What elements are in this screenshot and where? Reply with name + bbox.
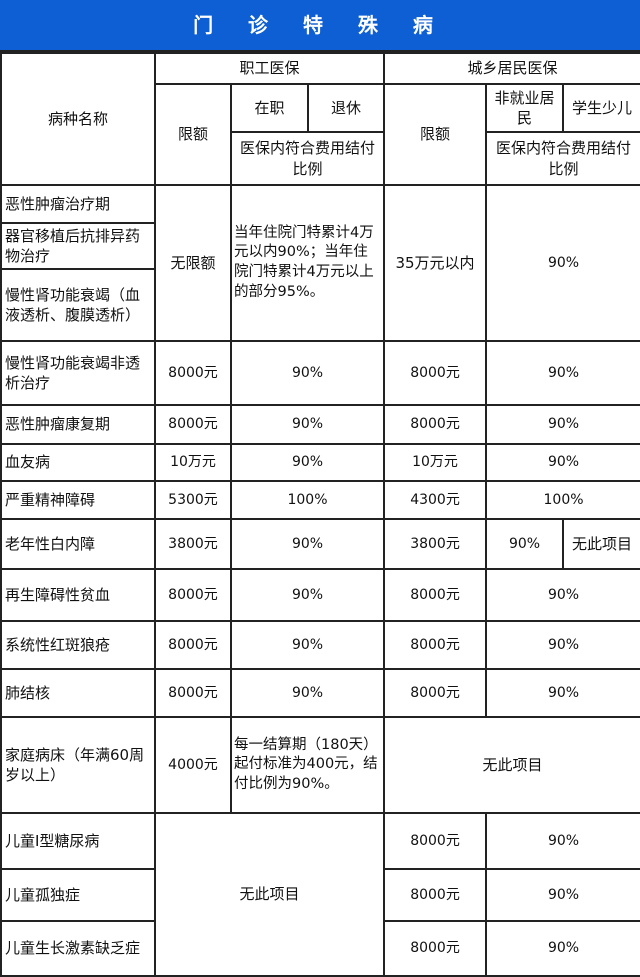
res-ratio-student: 无此项目: [562, 518, 640, 570]
res-limit: 8000元: [383, 340, 488, 406]
res-ratio: 90%: [485, 184, 640, 342]
disease-name: 慢性肾功能衰竭（血液透析、腹膜透析）: [0, 268, 156, 342]
res-limit: 8000元: [383, 404, 488, 445]
res-limit: 3800元: [383, 518, 488, 570]
disease-name: 肺结核: [0, 668, 156, 718]
header-resident: 城乡居民医保: [383, 52, 640, 85]
emp-limit: 10万元: [154, 443, 232, 482]
res-ratio: 90%: [485, 812, 640, 870]
emp-ratio: 90%: [229, 620, 386, 670]
table-row: 系统性红斑狼疮 8000元 90% 8000元 90%: [0, 620, 640, 670]
table-row: 血友病 10万元 90% 10万元 90%: [0, 443, 640, 482]
emp-limit: 8000元: [154, 620, 232, 670]
res-ratio: 90%: [485, 568, 640, 622]
header-res-ratio: 医保内符合费用结付比例: [485, 131, 640, 186]
res-ratio-non-employed: 90%: [485, 518, 565, 570]
emp-ratio: 当年住院门特累计4万元以内90%；当年住院门特累计4万元以上的部分95%。: [229, 184, 386, 342]
header-emp-limit: 限额: [154, 83, 232, 186]
res-limit: 8000元: [383, 812, 488, 870]
emp-limit: 4000元: [154, 716, 232, 814]
disease-name: 恶性肿瘤治疗期: [0, 184, 156, 224]
special-disease-table: 病种名称 职工医保 城乡居民医保 限额 在职 退休 限额 非就业居民 学生少儿 …: [0, 52, 640, 977]
header-in-service: 在职: [230, 83, 309, 133]
header-non-employed: 非就业居民: [485, 83, 565, 133]
res-ratio: 90%: [485, 920, 640, 977]
res-limit: 4300元: [383, 480, 488, 520]
emp-ratio: 每一结算期（180天）起付标准为400元，结付比例为90%。: [229, 716, 386, 814]
disease-name: 儿童Ⅰ型糖尿病: [0, 812, 156, 870]
disease-name: 严重精神障碍: [0, 480, 156, 520]
table-row: 老年性白内障 3800元 90% 3800元 90% 无此项目: [0, 518, 640, 570]
emp-limit: 8000元: [154, 668, 232, 718]
table-row: 恶性肿瘤康复期 8000元 90% 8000元 90%: [0, 404, 640, 445]
emp-limit: 8000元: [154, 568, 232, 622]
header-student-child: 学生少儿: [562, 83, 640, 133]
header-disease-name: 病种名称: [0, 52, 156, 186]
res-ratio: 90%: [485, 443, 640, 482]
res-limit: 8000元: [383, 920, 488, 977]
emp-limit: 3800元: [154, 518, 232, 570]
header-res-limit: 限额: [383, 83, 488, 186]
res-ratio: 90%: [485, 620, 640, 670]
emp-limit: 无限额: [154, 184, 232, 342]
emp-limit: 8000元: [154, 404, 232, 445]
res-ratio: 90%: [485, 668, 640, 718]
emp-ratio: 90%: [229, 443, 386, 482]
table-row: 严重精神障碍 5300元 100% 4300元 100%: [0, 480, 640, 520]
table-row: 儿童生长激素缺乏症 8000元 90%: [0, 920, 640, 977]
disease-name: 再生障碍性贫血: [0, 568, 156, 622]
res-limit: 8000元: [383, 620, 488, 670]
header-employee: 职工医保: [153, 52, 386, 85]
res-ratio: 90%: [485, 340, 640, 406]
table-row: 慢性肾功能衰竭非透析治疗 8000元 90% 8000元 90%: [0, 340, 640, 406]
emp-ratio: 90%: [229, 668, 386, 718]
emp-ratio: 100%: [229, 480, 386, 520]
res-limit: 8000元: [383, 868, 488, 922]
resident-not-applicable: 无此项目: [383, 716, 640, 814]
emp-ratio: 90%: [229, 340, 386, 406]
disease-name: 血友病: [0, 443, 156, 482]
emp-limit: 5300元: [154, 480, 232, 520]
emp-ratio: 90%: [229, 518, 386, 570]
disease-name: 恶性肿瘤康复期: [0, 404, 156, 445]
res-limit: 10万元: [383, 443, 488, 482]
disease-name: 慢性肾功能衰竭非透析治疗: [0, 340, 156, 406]
emp-ratio: 90%: [229, 568, 386, 622]
emp-limit: 8000元: [154, 340, 232, 406]
disease-name: 系统性红斑狼疮: [0, 620, 156, 670]
disease-name: 老年性白内障: [0, 518, 156, 570]
disease-name: 器官移植后抗排异药物治疗: [0, 222, 156, 270]
res-ratio: 90%: [485, 868, 640, 922]
disease-name: 家庭病床（年满60周岁以上）: [0, 716, 156, 814]
emp-ratio: 90%: [229, 404, 386, 445]
page-title: 门 诊 特 殊 病: [0, 0, 640, 52]
res-limit: 8000元: [383, 568, 488, 622]
disease-name: 儿童孤独症: [0, 868, 156, 922]
res-limit: 35万元以内: [383, 184, 488, 342]
res-ratio: 100%: [485, 480, 640, 520]
table-row: 家庭病床（年满60周岁以上） 4000元 每一结算期（180天）起付标准为400…: [0, 716, 640, 814]
header-emp-ratio: 医保内符合费用结付比例: [229, 131, 386, 186]
res-ratio: 90%: [485, 404, 640, 445]
table-row: 儿童Ⅰ型糖尿病 无此项目 8000元 90%: [0, 812, 640, 977]
res-limit: 8000元: [383, 668, 488, 718]
header-retired: 退休: [306, 83, 386, 133]
employee-not-applicable: 无此项目: [153, 812, 386, 977]
disease-name: 儿童生长激素缺乏症: [0, 920, 156, 977]
table-row: 肺结核 8000元 90% 8000元 90%: [0, 668, 640, 718]
table-row: 再生障碍性贫血 8000元 90% 8000元 90%: [0, 568, 640, 622]
